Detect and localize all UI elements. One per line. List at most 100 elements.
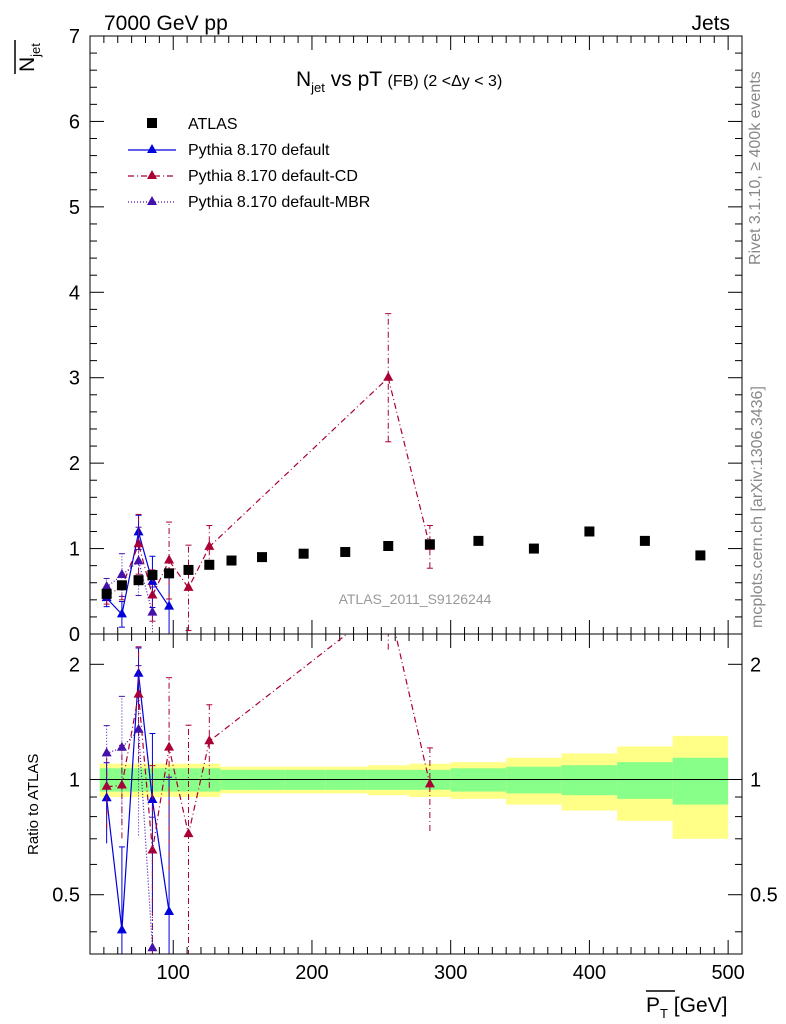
main-y-tick-label: 7 [69,26,80,48]
atlas-data-point [147,570,158,581]
series-2-line [106,376,431,598]
ratio-y-tick-label-right: 0.5 [750,885,778,907]
series-2-point [147,589,158,599]
series-2-ratio-point [147,844,158,854]
series-1-ratio-point [133,667,144,677]
legend-label-cd: Pythia 8.170 default-CD [188,168,358,185]
series-3-point [116,569,127,579]
atlas-data-point [383,541,394,552]
atlas-data-point [584,526,595,537]
series-2-ratio-point [424,778,435,788]
atlas-data-point [116,580,127,591]
x-axis-label: PT [GeV] [646,990,728,1021]
main-y-tick-label: 0 [69,624,80,646]
side-text-site: mcplots.cern.ch [arXiv:1306.3436] [749,386,766,628]
legend-label-default: Pythia 8.170 default [188,142,330,159]
main-y-tick-label: 6 [69,111,80,133]
main-y-tick-label: 1 [69,539,80,561]
series-2-ratio-point [133,688,144,698]
ratio-y-tick-label-right: 2 [750,654,761,676]
atlas-data-point [340,546,351,557]
main-title: Njet vs pT (FB) (2 <Δy < 3) [296,68,502,95]
series-3-ratio-point [133,723,144,733]
legend-label-mbr: Pythia 8.170 default-MBR [188,194,370,211]
main-y-tick-label: 4 [69,282,80,304]
side-text-events: Rivet 3.1.10, ≥ 400k events [747,71,764,265]
series-2-ratio-point [183,828,194,838]
ratio-y-axis-label: Ratio to ATLAS [25,754,42,855]
ratio-plot-frame [89,633,743,955]
x-tick-label: 100 [157,962,190,984]
main-y-tick-label: 5 [69,197,80,219]
series-3-point [101,581,112,591]
axes-ticks [90,35,742,954]
series-2-point [164,554,175,564]
svg-text:PT [GeV]: PT [GeV] [646,994,728,1021]
series-1-ratio-point [116,924,127,934]
band-inner [617,762,673,799]
series-2-point [183,581,194,591]
legend-marker-mbr [147,196,157,205]
atlas-data-point [473,535,484,546]
legend: ATLAS Pythia 8.170 default Pythia 8.170 … [128,116,370,211]
legend-marker-atlas [147,118,157,128]
atlas-data-point [204,559,215,570]
series-2-ratio-point [116,779,127,789]
band-inner [672,757,729,805]
x-tick-label: 500 [711,962,744,984]
series-layer [101,313,706,954]
band-inner [506,766,562,794]
svg-text:Njet: Njet [16,43,43,72]
series-2-point [133,538,144,548]
tick-labels: 100 200 300 400 500 0 1 2 3 4 5 6 7 0.5 0.5 1 1 2 2 [52,26,778,984]
atlas-data-point [639,535,650,546]
series-3-line [106,560,154,613]
series-3-ratio-point [116,741,127,751]
band-inner [561,765,618,796]
main-series-group [101,313,706,634]
atlas-data-point [424,539,435,550]
x-tick-label: 300 [434,962,467,984]
legend-label-atlas: ATLAS [188,116,238,133]
main-y-tick-label: 3 [69,368,80,390]
atlas-data-point [133,575,144,586]
header-left: 7000 GeV pp [104,12,228,35]
atlas-data-point [695,550,706,561]
legend-marker-cd [147,170,157,179]
series-2-point [204,540,215,550]
header-right: Jets [691,12,730,35]
series-1-point [116,608,127,618]
atlas-data-point [183,564,194,575]
series-3-ratio-point [101,747,112,757]
series-2-ratio-point [164,741,175,751]
atlas-data-point [257,552,268,563]
series-3-point [147,606,158,616]
series-2-point [383,371,394,381]
atlas-data-point [101,588,112,599]
legend-entry-default: Pythia 8.170 default [128,142,330,159]
atlas-data-point [528,543,539,554]
ratio-y-tick-label-right: 1 [750,770,761,792]
main-y-tick-label: 2 [69,453,80,475]
series-1-ratio-point [164,905,175,915]
series-1-point [164,600,175,610]
series-2-ratio-point [204,735,215,745]
legend-marker-default [147,144,157,153]
legend-entry-mbr: Pythia 8.170 default-MBR [128,194,370,211]
series-2-ratio-point [101,780,112,790]
ratio-y-tick-label-left: 0.5 [52,885,80,907]
ratio-series-group [101,634,435,954]
ratio-y-tick-label-left: 2 [69,654,80,676]
atlas-data-point [164,568,175,579]
series-3-ratio-point [147,942,158,952]
uncertainty-bands [90,735,742,839]
atlas-data-point [298,548,309,559]
series-3-point [133,555,144,565]
analysis-label: ATLAS_2011_S9126244 [339,591,492,607]
legend-entry-atlas: ATLAS [147,116,238,133]
legend-entry-cd: Pythia 8.170 default-CD [128,168,358,185]
atlas-data-point [226,555,237,566]
ratio-y-tick-label-left: 1 [69,770,80,792]
series-3-ratio-line [106,728,154,949]
